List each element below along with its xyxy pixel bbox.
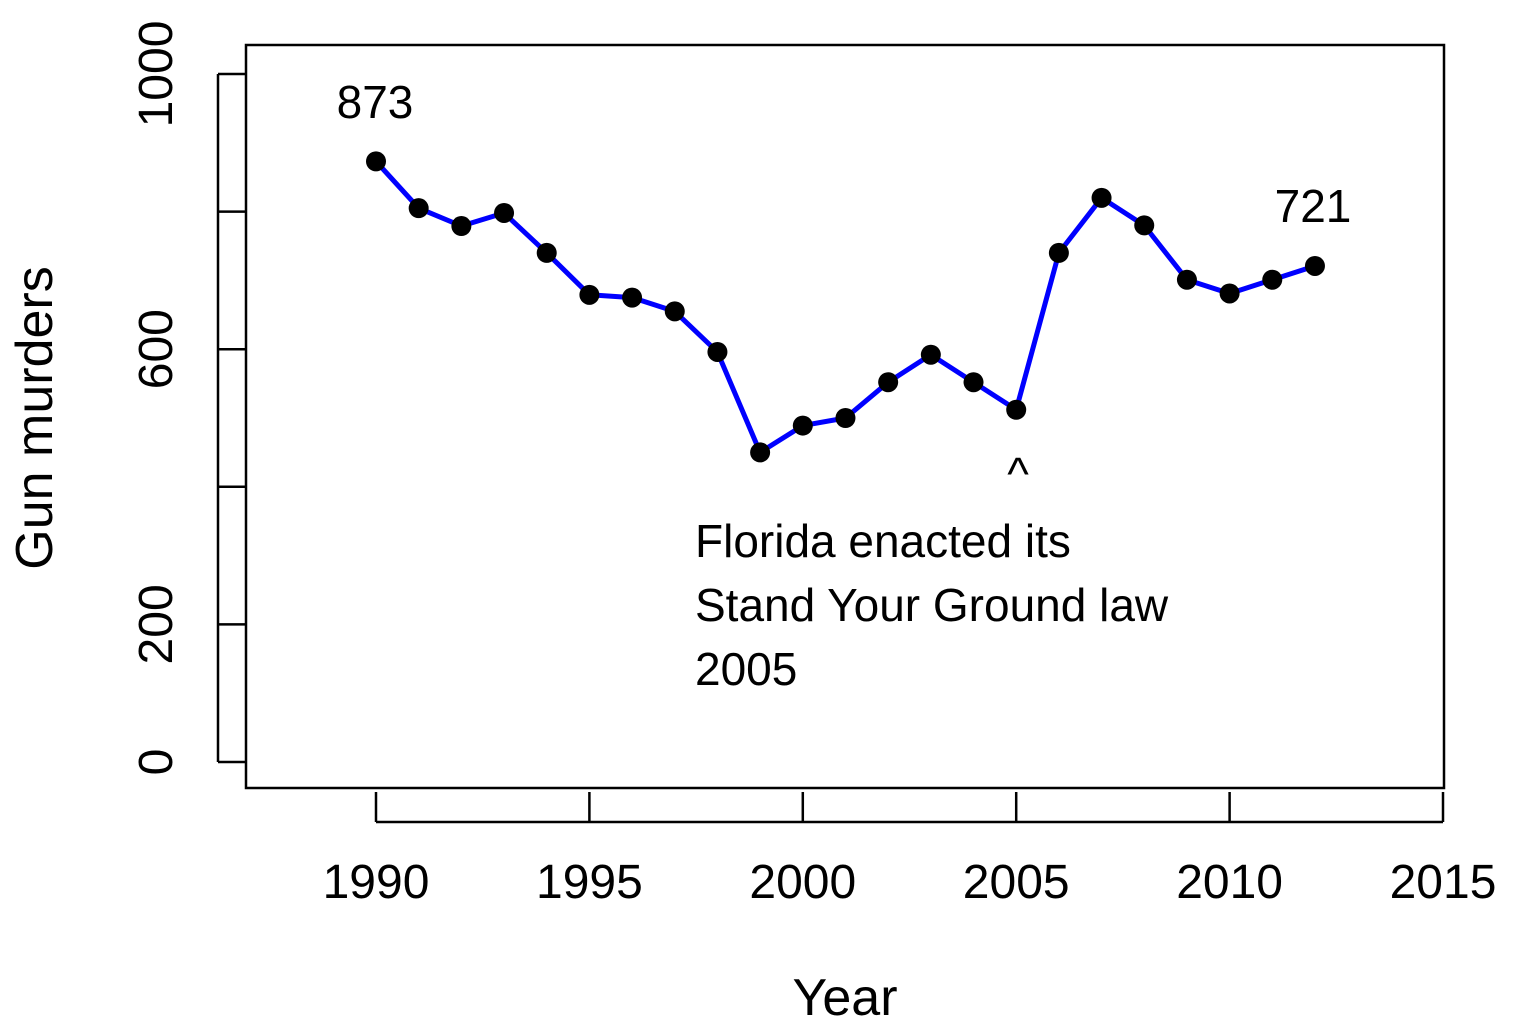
data-point [366, 151, 386, 172]
annotation-law-line-2: Stand Your Ground law [695, 579, 1169, 631]
x-tick-label: 2015 [1390, 856, 1497, 909]
x-tick-label: 1990 [323, 856, 430, 909]
data-point [1134, 215, 1155, 236]
x-tick-label: 2010 [1176, 856, 1283, 909]
data-point [451, 216, 472, 237]
data-point [750, 442, 771, 463]
data-point [835, 408, 856, 428]
y-tick-label: 600 [130, 309, 183, 389]
data-point [664, 301, 685, 322]
x-tick-label: 2000 [749, 856, 856, 909]
x-axis: 1990 1995 2000 2005 2010 2015 [323, 792, 1497, 909]
series-points-group [366, 151, 1325, 463]
data-point [408, 198, 429, 219]
data-point [1091, 187, 1112, 208]
data-point [1262, 269, 1283, 290]
x-axis-title: Year [792, 969, 897, 1026]
x-tick-label: 1995 [536, 856, 643, 909]
data-point [707, 341, 728, 362]
annotation-last-value: 721 [1275, 180, 1352, 232]
x-tick-label: 2005 [963, 856, 1070, 909]
y-axis: 0 200 600 1000 [130, 21, 246, 776]
data-point [1304, 255, 1325, 276]
data-point [1048, 242, 1069, 263]
data-point [920, 344, 941, 365]
data-point [1176, 269, 1197, 290]
data-point [579, 284, 600, 305]
annotation-first-value: 873 [337, 76, 414, 128]
y-tick-label: 0 [130, 749, 183, 776]
y-axis-title: Gun murders [6, 266, 64, 569]
annotation-law-line-1: Florida enacted its [695, 515, 1071, 567]
data-point [494, 202, 515, 223]
plot-frame [244, 43, 1446, 790]
y-tick-label: 1000 [130, 21, 183, 128]
data-point [622, 287, 643, 308]
y-tick-label: 200 [130, 584, 183, 664]
annotation-caret: ^ [1007, 448, 1029, 500]
annotation-law-line-3: 2005 [695, 643, 797, 695]
data-point [878, 372, 899, 393]
data-point [1219, 283, 1240, 304]
data-point [792, 415, 813, 436]
data-point [1006, 399, 1027, 420]
data-point [536, 242, 557, 263]
data-point [963, 372, 984, 393]
